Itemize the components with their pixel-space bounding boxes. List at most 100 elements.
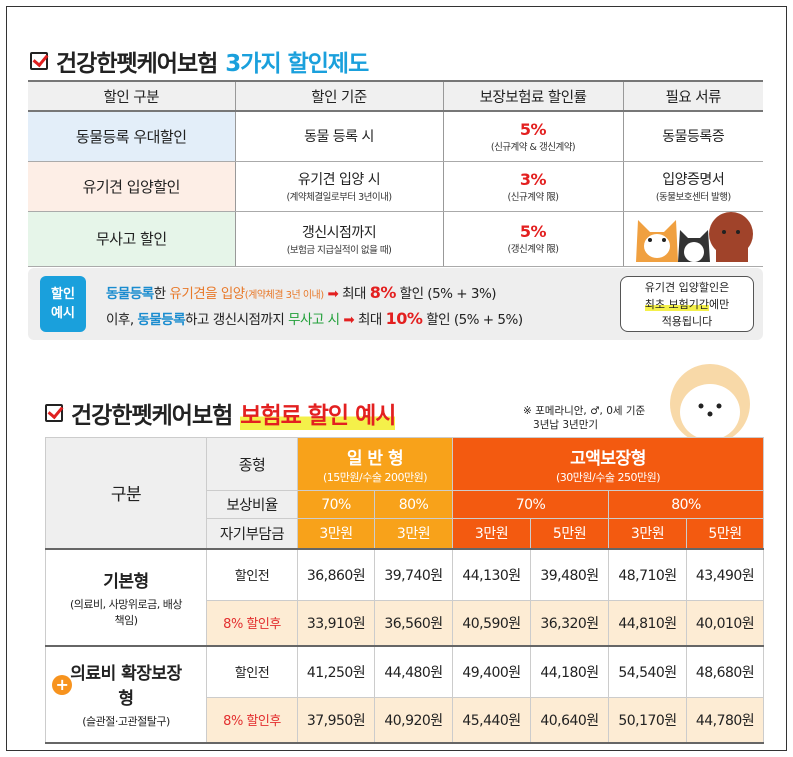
dogs-illustration — [622, 211, 763, 267]
basis-note: ※ 포메라니안, ♂, 0세 기준 3년납 3년만기 — [523, 404, 645, 432]
pomeranian-icon — [670, 364, 750, 440]
premium-cell: 45,440원 — [452, 697, 531, 743]
gubun-header: 구분 — [45, 437, 207, 550]
note-line: 적용됩니다 — [661, 315, 713, 328]
discount-table: 할인 구분 할인 기준 보장보험료 할인률 필요 서류 동물등록 우대할인 동물… — [28, 80, 763, 267]
plan-general: 일 반 형 (15만원/수술 200만원) — [297, 437, 453, 491]
plan-name: 고액보장형 — [570, 448, 646, 469]
before-label: 할인전 — [206, 645, 298, 698]
premium-cell: 36,320원 — [530, 600, 609, 646]
deductible-cell: 5만원 — [686, 518, 764, 549]
section2-title: 건강한펫케어보험 보험료 할인 예시 — [45, 396, 396, 430]
deductible-cell: 3만원 — [608, 518, 687, 549]
premium-cell: 49,400원 — [452, 645, 531, 698]
note-line: 3년납 3년만기 — [533, 419, 599, 431]
premium-cell: 40,920원 — [374, 697, 453, 743]
checkbox-icon — [45, 404, 63, 422]
premium-cell: 43,490원 — [686, 548, 764, 601]
doc-note: (동물보호센터 발행) — [655, 192, 731, 203]
dogs-icon — [636, 211, 754, 262]
table-row: 8% 할인후 37,950원 40,920원 45,440원 40,640원 50,170… — [45, 697, 764, 743]
group-label: + 의료비 확장보장형 (슬관절·고관절탈구) — [45, 645, 207, 743]
text-part: 이후, — [106, 312, 138, 328]
text-part: 유기견을 입양 — [169, 286, 245, 302]
note-highlight: 최초 보험기간 — [644, 298, 709, 311]
criteria-note: (계약체결일로부터 3년이내) — [286, 192, 392, 203]
table-row: + 의료비 확장보장형 (슬관절·고관절탈구) 할인전 41,250원 44,480원 49… — [45, 645, 764, 743]
table-row: 기본형 (의료비, 사망위로금, 배상책임) 할인전 36,860원 39,740원 44… — [45, 548, 764, 646]
criteria: 갱신시점까지 (보험금 지급실적이 없을 때) — [234, 211, 444, 267]
badge-line: 예시 — [51, 306, 75, 321]
deductible-cell: 3만원 — [297, 518, 375, 549]
premium-cell: 44,810원 — [608, 600, 687, 646]
deductible-header: 자기부담금 — [206, 518, 298, 549]
badge-line: 할인 — [51, 287, 75, 302]
criteria: 유기견 입양 시 (계약체결일로부터 3년이내) — [234, 161, 444, 212]
text-part: 10% — [385, 309, 423, 328]
premium-cell: 40,590원 — [452, 600, 531, 646]
table-row: 유기견 입양할인 유기견 입양 시 (계약체결일로부터 3년이내) 3% (신규계약… — [28, 161, 763, 212]
group-label: 기본형 (의료비, 사망위로금, 배상책임) — [45, 548, 207, 646]
ratio-cell: 70% — [297, 490, 375, 519]
note-line: 유기견 입양할인은 — [644, 281, 730, 294]
doc: 동물등록증 — [622, 111, 763, 162]
ratio-cell: 70% — [452, 490, 609, 519]
rate: 3% (신규계약 限) — [442, 161, 624, 212]
adoption-note: 유기견 입양할인은 최초 보험기간에만 적용됩니다 — [620, 276, 754, 332]
rate-value: 5% — [519, 222, 547, 241]
doc: 입양증명서 (동물보호센터 발행) — [622, 161, 763, 212]
group-name: 기본형 — [103, 571, 149, 592]
table-row: 동물등록 우대할인 동물 등록 시 5% (신규계약 & 갱신계약) 동물등록증 — [28, 111, 763, 162]
premium-cell: 33,910원 — [297, 600, 375, 646]
text-part: 무사고 시 — [288, 312, 340, 328]
deductible-cell: 3만원 — [452, 518, 531, 549]
title-accent: 보험료 할인 예시 — [240, 396, 396, 430]
title-main: 건강한펫케어보험 — [56, 51, 218, 77]
before-label: 할인전 — [206, 548, 298, 601]
frame — [6, 6, 787, 751]
after-label: 8% 할인후 — [206, 697, 298, 743]
rate-value: 3% — [519, 169, 547, 189]
premium-cell: 48,680원 — [686, 645, 764, 698]
rate-value: 5% — [519, 119, 547, 139]
criteria-note: (보험금 지급실적이 없을 때) — [286, 244, 392, 256]
premium-cell: 40,010원 — [686, 600, 764, 646]
note-line: ※ 포메라니안, ♂, 0세 기준 — [523, 405, 646, 417]
text-part: 최대 — [357, 312, 386, 328]
premium-cell: 54,540원 — [608, 645, 687, 698]
premium-cell: 36,860원 — [297, 548, 375, 601]
doc-text: 입양증명서 — [662, 172, 725, 188]
plus-icon: + — [52, 674, 72, 695]
arrow-icon: ➡ — [327, 286, 339, 302]
premium-cell: 44,180원 — [530, 645, 609, 698]
text-part: 동물등록 — [137, 312, 186, 328]
deductible-cell: 3만원 — [374, 518, 453, 549]
text-part: (계약체결 3년 이내) — [244, 290, 324, 301]
discount-type: 유기견 입양할인 — [28, 161, 236, 212]
checkbox-icon — [30, 52, 48, 70]
criteria-text: 갱신시점까지 — [301, 224, 377, 241]
ratio-cell: 80% — [608, 490, 764, 519]
text-part: 동물등록 — [106, 286, 154, 302]
group-name: 의료비 확장보장형 — [70, 664, 182, 709]
premium-cell: 44,130원 — [452, 548, 531, 601]
example-line-2: 이후, 동물등록하고 갱신시점까지 무사고 시 ➡ 최대 10% 할인 (5% … — [106, 308, 523, 328]
text-part: 할인 (5% + 5%) — [422, 312, 523, 328]
criteria-text: 유기견 입양 시 — [297, 172, 381, 188]
text-part: 최대 — [342, 286, 370, 302]
title-accent: 3가지 할인제도 — [225, 51, 369, 77]
text-part: 8% — [369, 283, 397, 302]
premium-cell: 40,640원 — [530, 697, 609, 743]
plan-high: 고액보장형 (30만원/수술 250만원) — [452, 437, 764, 491]
premium-cell: 39,480원 — [530, 548, 609, 601]
header-cell: 보장보험료 할인률 — [442, 80, 624, 112]
header-cell: 할인 기준 — [234, 80, 444, 112]
criteria-text: 동물 등록 시 — [304, 129, 374, 146]
premium-cell: 41,250원 — [297, 645, 375, 698]
rate-note: (신규계약 & 갱신계약) — [490, 141, 576, 153]
text-part: 하고 갱신시점까지 — [185, 312, 289, 328]
plan-sub: (15만원/수술 200만원) — [323, 470, 428, 484]
example-line-1: 동물등록한 유기견을 입양(계약체결 3년 이내) ➡ 최대 8% 할인 (5%… — [106, 282, 497, 302]
